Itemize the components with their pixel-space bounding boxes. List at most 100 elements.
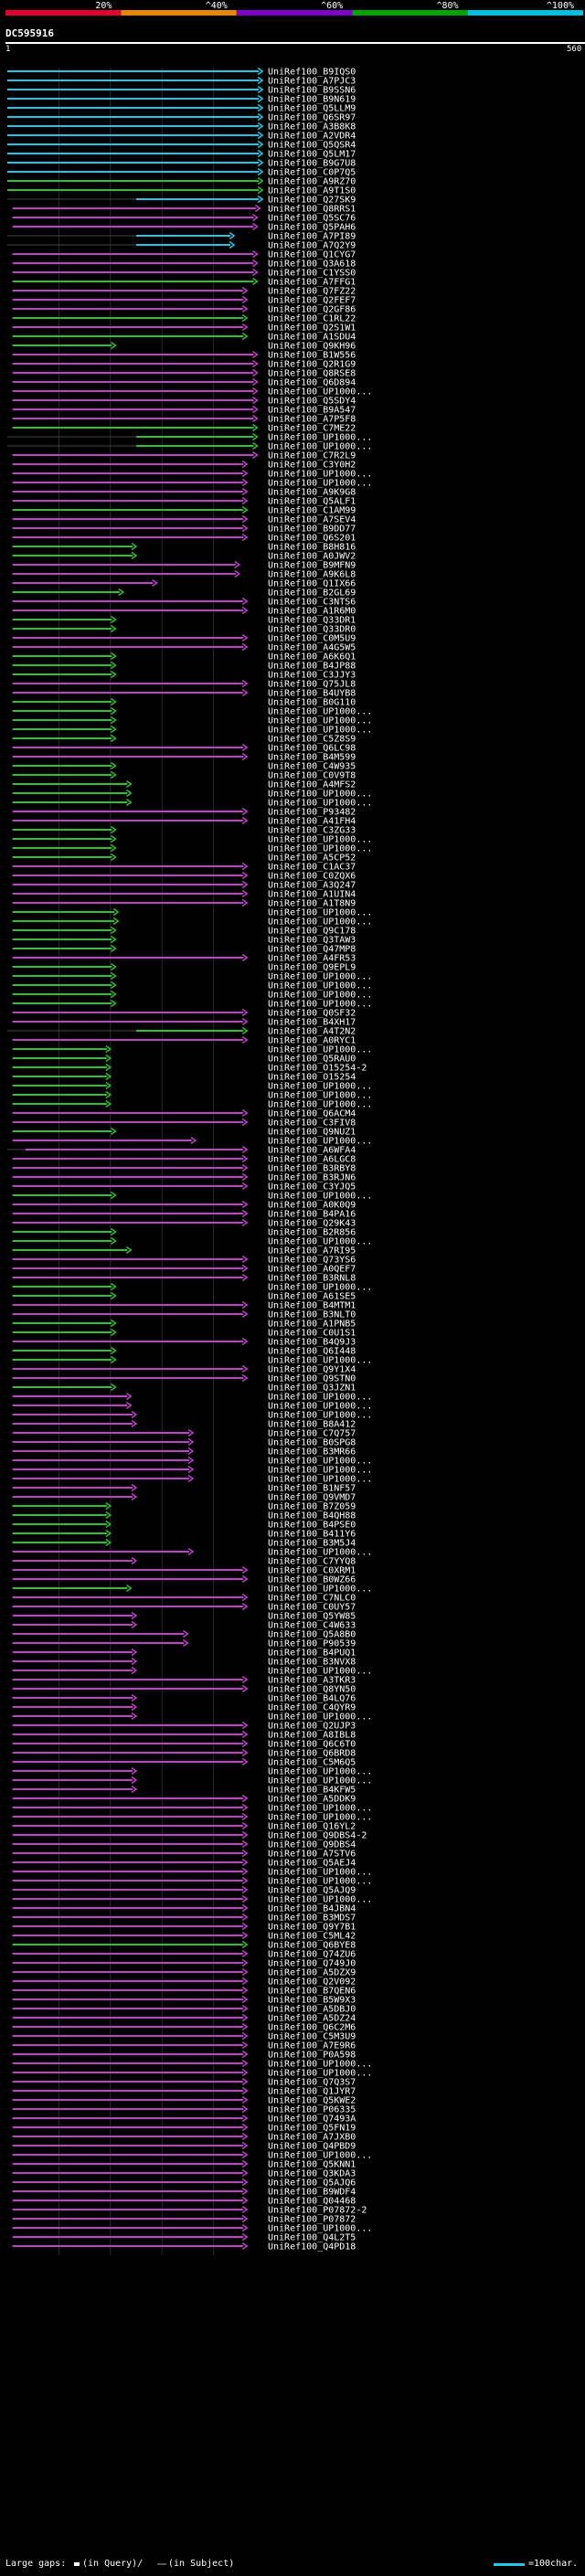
hit-row[interactable]: UniRef100_Q6C6T0 [12, 1740, 356, 1750]
hit-row[interactable]: UniRef100_A6LGC8 [12, 1155, 356, 1165]
hit-row[interactable]: UniRef100_Q2GF86 [12, 305, 356, 315]
hit-row[interactable]: UniRef100_B3M5J4 [12, 1539, 356, 1549]
hit-label[interactable]: UniRef100_Q1CYG7 [268, 250, 356, 260]
hit-row[interactable]: UniRef100_B9IQS0 [7, 68, 356, 78]
hit-row[interactable]: UniRef100_Q16YL2 [12, 1822, 356, 1832]
hit-label[interactable]: UniRef100_A41FH4 [268, 817, 356, 827]
hit-label[interactable]: UniRef100_Q5SDY4 [268, 397, 356, 407]
hit-row[interactable]: UniRef100_A1PNB5 [12, 1320, 356, 1330]
hit-label[interactable]: UniRef100_UP1000... [268, 799, 372, 809]
hit-label[interactable]: UniRef100_UP1000... [268, 1868, 372, 1878]
hit-label[interactable]: UniRef100_Q7493A [268, 2115, 356, 2125]
hit-label[interactable]: UniRef100_C3JJY3 [268, 671, 356, 681]
hit-label[interactable]: UniRef100_A5DDK9 [268, 1795, 356, 1805]
hit-label[interactable]: UniRef100_B2GL69 [268, 588, 356, 599]
hit-row[interactable]: UniRef100_B0G110 [12, 698, 356, 708]
hit-label[interactable]: UniRef100_B411Y6 [268, 1530, 356, 1540]
hit-label[interactable]: UniRef100_A6LGC8 [268, 1155, 356, 1165]
hit-label[interactable]: UniRef100_UP1000... [268, 470, 372, 480]
hit-row[interactable]: UniRef100_B1NF57 [12, 1484, 356, 1494]
hit-row[interactable]: UniRef100_UP1000... [12, 1868, 373, 1878]
hit-label[interactable]: UniRef100_Q3A618 [268, 260, 356, 270]
hit-row[interactable]: UniRef100_Q5ALF1 [12, 497, 356, 507]
hit-label[interactable]: UniRef100_UP1000... [268, 707, 372, 717]
hit-row[interactable]: UniRef100_Q5YW85 [12, 1612, 356, 1622]
hit-label[interactable]: UniRef100_B8H816 [268, 543, 356, 553]
hit-label[interactable]: UniRef100_A1UIN4 [268, 890, 356, 900]
hit-label[interactable]: UniRef100_Q6BRD8 [268, 1749, 356, 1759]
hit-label[interactable]: UniRef100_B4PUQ1 [268, 1648, 356, 1659]
hit-row[interactable]: UniRef100_A3Q247 [12, 881, 356, 891]
hit-row[interactable]: UniRef100_Q2S1W1 [12, 323, 356, 334]
hit-row[interactable]: UniRef100_UP1000... [12, 1393, 373, 1403]
hit-row[interactable]: UniRef100_A5DZ24 [12, 2014, 356, 2024]
hit-row[interactable]: UniRef100_B3MDS7 [12, 1913, 356, 1924]
hit-row[interactable]: UniRef100_C7YYQ8 [12, 1557, 356, 1567]
hit-label[interactable]: UniRef100_B3NVX8 [268, 1658, 356, 1668]
hit-row[interactable]: UniRef100_C4W935 [12, 762, 356, 772]
hit-label[interactable]: UniRef100_UP1000... [268, 479, 372, 489]
hit-label[interactable]: UniRef100_Q6ACM4 [268, 1109, 356, 1119]
hit-label[interactable]: UniRef100_A0QEF7 [268, 1265, 356, 1275]
hit-label[interactable]: UniRef100_A7STV6 [268, 1850, 356, 1860]
hit-label[interactable]: UniRef100_UP1000... [268, 1813, 372, 1823]
hit-label[interactable]: UniRef100_B9SSN6 [268, 86, 356, 96]
hit-row[interactable]: UniRef100_B4JP88 [12, 662, 356, 672]
hit-row[interactable]: UniRef100_UP1000... [12, 470, 373, 480]
hit-label[interactable]: UniRef100_C0UY57 [268, 1603, 356, 1613]
hit-label[interactable]: UniRef100_Q2S1W1 [268, 323, 356, 334]
hit-label[interactable]: UniRef100_C1RL22 [268, 314, 356, 324]
hit-label[interactable]: UniRef100_Q9NUZ1 [268, 1128, 356, 1138]
hit-row[interactable]: UniRef100_A0K0Q9 [12, 1201, 356, 1211]
hit-row[interactable]: UniRef100_B7QEN6 [12, 1987, 356, 1997]
hit-label[interactable]: UniRef100_Q16YL2 [268, 1822, 356, 1832]
hit-label[interactable]: UniRef100_A7FFG1 [268, 278, 356, 288]
hit-row[interactable]: UniRef100_B8H816 [12, 543, 356, 553]
hit-row[interactable]: UniRef100_Q3TAW3 [12, 936, 356, 946]
hit-row[interactable]: UniRef100_Q9STN0 [12, 1374, 356, 1384]
hit-label[interactable]: UniRef100_A0K0Q9 [268, 1201, 356, 1211]
hit-label[interactable]: UniRef100_Q6SR97 [268, 113, 356, 123]
hit-label[interactable]: UniRef100_A9T1S0 [268, 186, 356, 196]
hit-label[interactable]: UniRef100_A4T2N2 [268, 1027, 356, 1037]
hit-label[interactable]: UniRef100_UP1000... [268, 1776, 372, 1786]
hit-row[interactable]: UniRef100_Q6C2M6 [12, 2023, 356, 2033]
hit-label[interactable]: UniRef100_Q5AJQ9 [268, 1886, 356, 1896]
hit-row[interactable]: UniRef100_C5ML42 [12, 1932, 356, 1942]
hit-label[interactable]: UniRef100_B5W9X3 [268, 1996, 356, 2006]
hit-row[interactable]: UniRef100_B4PA16 [12, 1210, 356, 1220]
hit-row[interactable]: UniRef100_A9T1S0 [7, 186, 356, 196]
hit-label[interactable]: UniRef100_Q6C2M6 [268, 2023, 356, 2033]
hit-label[interactable]: UniRef100_B1W556 [268, 351, 356, 361]
hit-label[interactable]: UniRef100_Q9C178 [268, 927, 356, 937]
hit-label[interactable]: UniRef100_B3RBY8 [268, 1164, 356, 1174]
hit-label[interactable]: UniRef100_UP1000... [268, 433, 372, 443]
hit-row[interactable]: UniRef100_Q7Q3S7 [12, 2078, 356, 2088]
hit-row[interactable]: UniRef100_Q8RSE8 [12, 369, 356, 379]
hit-row[interactable]: UniRef100_C3Y0H2 [12, 461, 356, 471]
hit-label[interactable]: UniRef100_A7RI95 [268, 1246, 356, 1256]
hit-label[interactable]: UniRef100_C7NLC0 [268, 1594, 356, 1604]
hit-row[interactable]: UniRef100_Q47MP8 [12, 945, 356, 955]
hit-row[interactable]: UniRef100_UP1000... [12, 1402, 373, 1412]
hit-label[interactable]: UniRef100_C0P7Q5 [268, 168, 356, 178]
hit-label[interactable]: UniRef100_A2VDR4 [268, 132, 356, 142]
hit-row[interactable]: UniRef100_Q6S201 [12, 534, 356, 544]
hit-row[interactable]: UniRef100_P06335 [12, 2105, 356, 2115]
hit-row[interactable]: UniRef100_B4Q9J3 [12, 1338, 356, 1348]
hit-label[interactable]: UniRef100_C3NTS6 [268, 598, 356, 608]
hit-label[interactable]: UniRef100_A7E9R6 [268, 2041, 356, 2051]
hit-label[interactable]: UniRef100_UP1000... [268, 1804, 372, 1814]
hit-row[interactable]: UniRef100_Q9DBS4 [12, 1840, 356, 1850]
hit-label[interactable]: UniRef100_UP1000... [268, 1091, 372, 1101]
hit-label[interactable]: UniRef100_Q6S201 [268, 534, 356, 544]
hit-row[interactable]: UniRef100_UP1000... [12, 1137, 373, 1147]
hit-label[interactable]: UniRef100_UP1000... [268, 1000, 372, 1010]
hit-label[interactable]: UniRef100_UP1000... [268, 1895, 372, 1905]
hit-label[interactable]: UniRef100_Q1IX66 [268, 579, 356, 589]
hit-row[interactable]: UniRef100_Q8YN50 [12, 1685, 356, 1695]
hit-row[interactable]: UniRef100_B9A547 [12, 406, 356, 416]
hit-row[interactable]: UniRef100_A1UIN4 [12, 890, 356, 900]
hit-row[interactable]: UniRef100_Q7493A [12, 2115, 356, 2125]
hit-label[interactable]: UniRef100_C7ME22 [268, 424, 356, 434]
